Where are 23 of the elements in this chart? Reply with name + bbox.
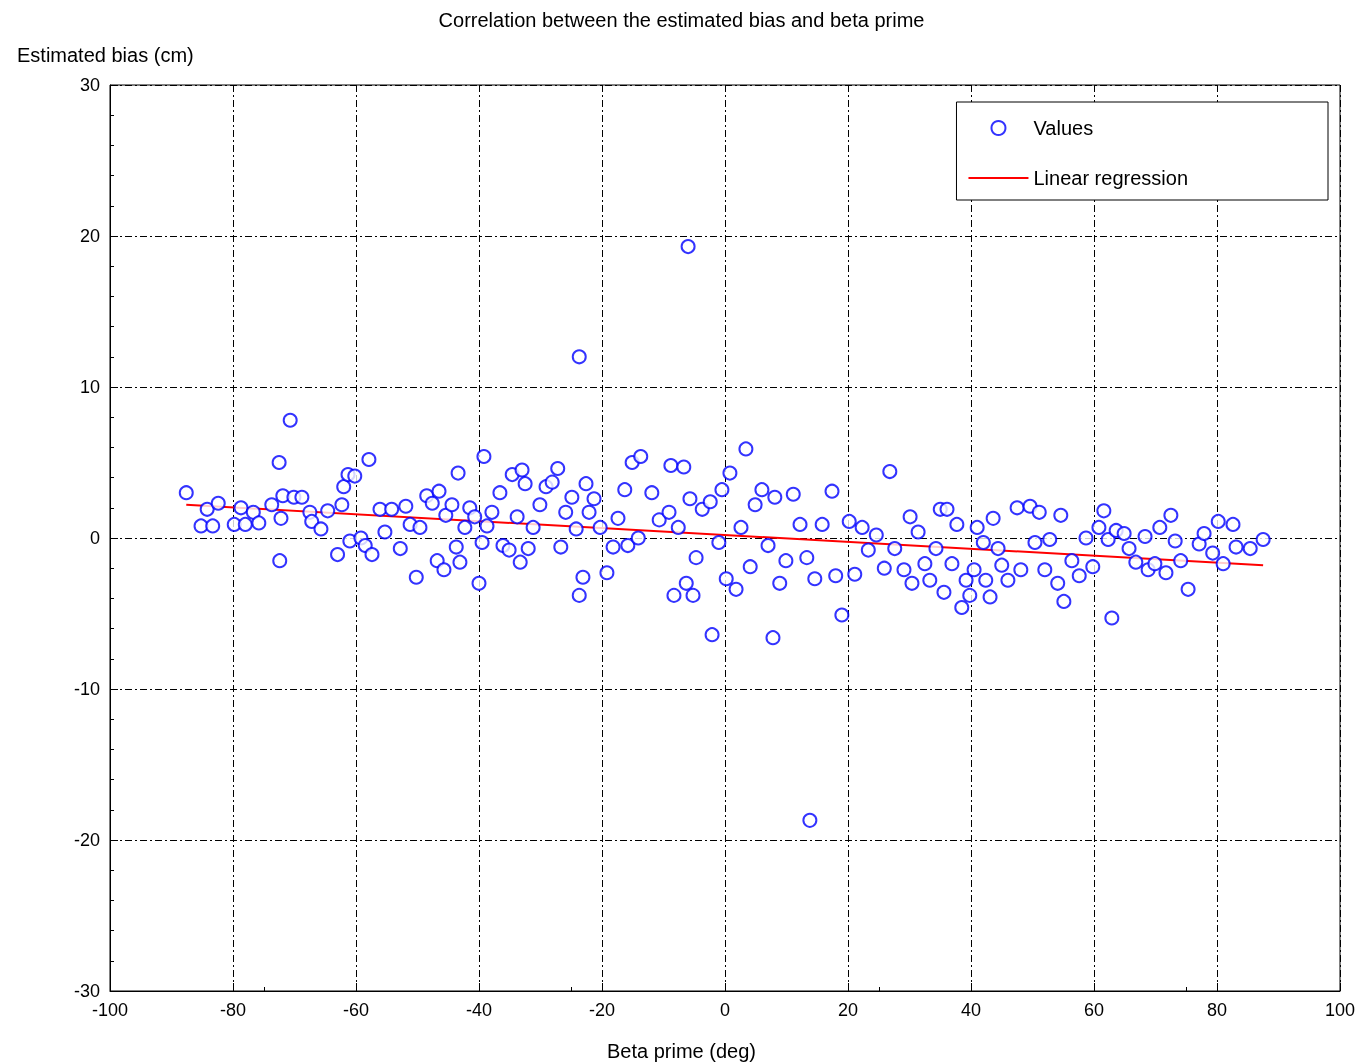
y-tick-label: -20 (73, 830, 100, 850)
y-tick-label: 10 (79, 377, 100, 397)
legend-label: Linear regression (1033, 167, 1188, 189)
x-axis-title: Beta prime (deg) (607, 1040, 756, 1062)
legend-label: Values (1033, 117, 1094, 139)
y-tick-label: -30 (73, 981, 100, 1001)
x-tick-label: -80 (219, 1000, 247, 1020)
x-tick-label: -40 (465, 1000, 493, 1020)
x-tick-label: 100 (1324, 1000, 1356, 1020)
x-tick-label: -60 (342, 1000, 370, 1020)
y-axis-title: Estimated bias (cm) (17, 44, 194, 66)
x-tick-label: -20 (588, 1000, 616, 1020)
x-tick-label: 40 (960, 1000, 982, 1020)
y-tick-label: 20 (79, 226, 100, 246)
x-tick-label: 80 (1206, 1000, 1228, 1020)
x-tick-label: 0 (719, 1000, 731, 1020)
x-tick-label: 60 (1083, 1000, 1105, 1020)
x-tick-label: -100 (91, 1000, 129, 1020)
x-tick-label: 20 (837, 1000, 859, 1020)
y-tick-label: 0 (89, 528, 100, 548)
chart-title: Correlation between the estimated bias and beta prime (438, 9, 925, 31)
y-tick-label: -10 (73, 679, 100, 699)
y-tick-label: 30 (79, 75, 100, 95)
